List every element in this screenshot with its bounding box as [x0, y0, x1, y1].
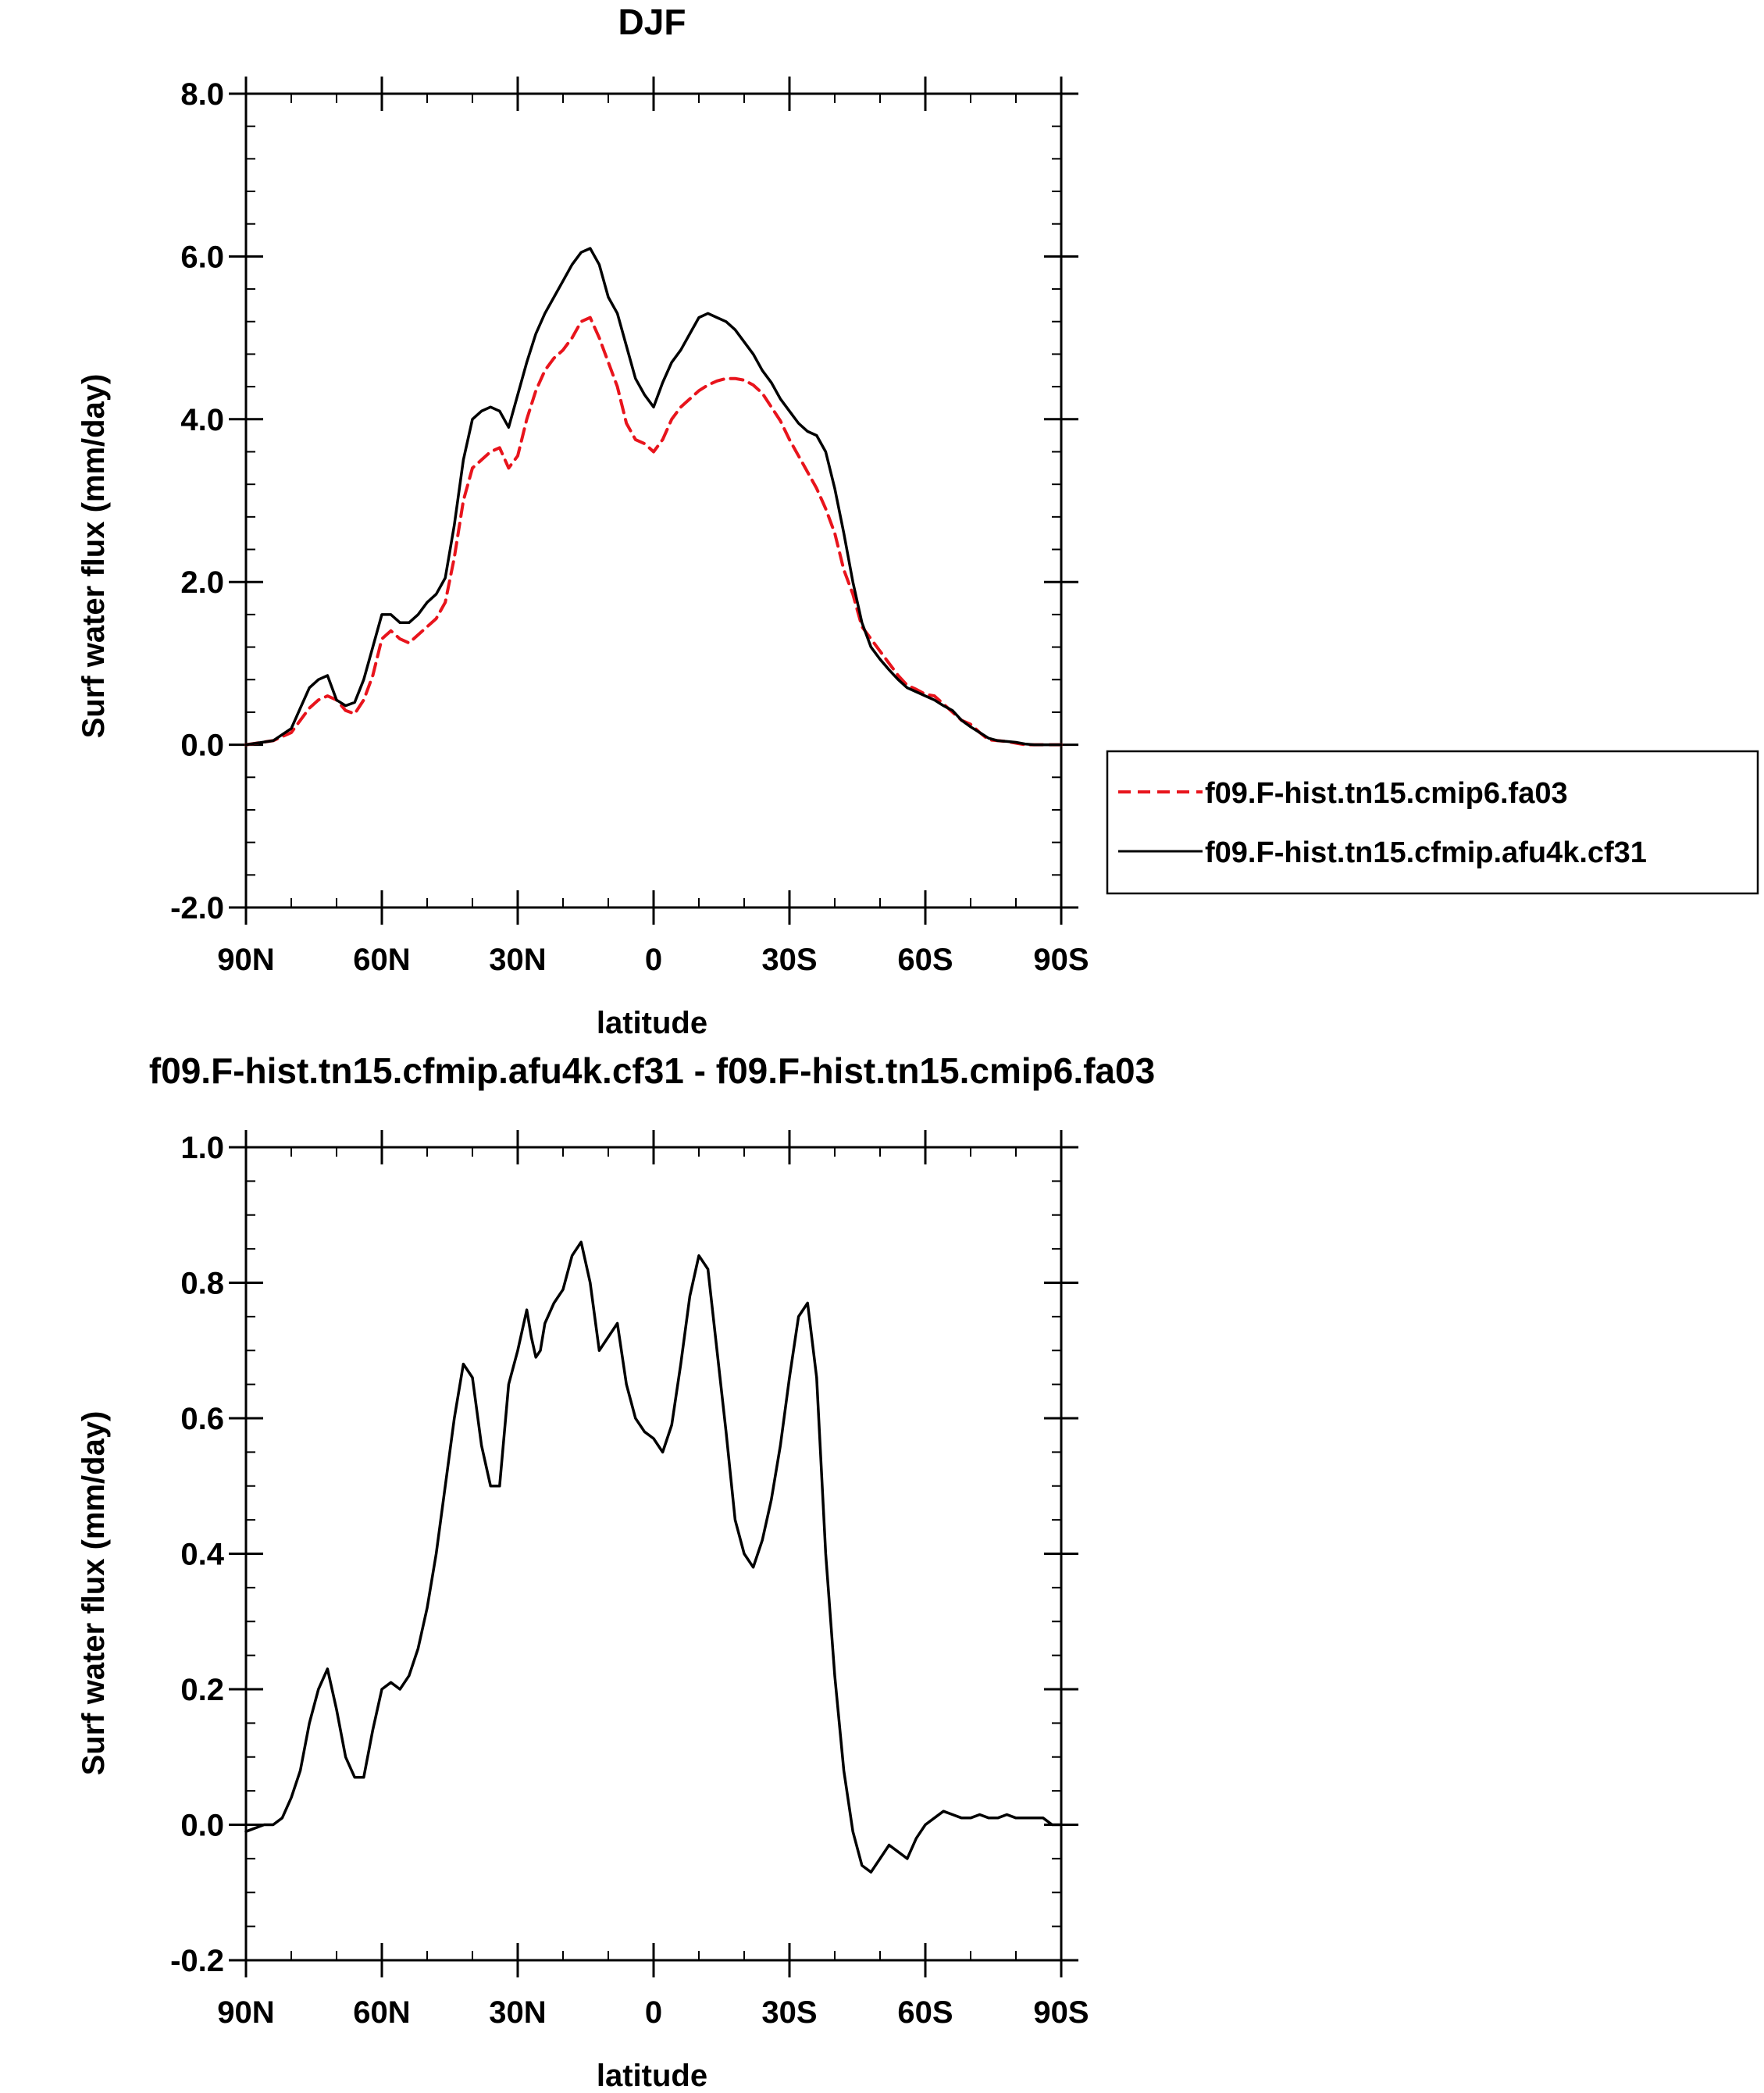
top-panel: DJF -2.0 0.0 2.0 4.0 6.0 8.0 90N 60N 30N 0 30S 60S 9…	[77, 2, 1759, 1040]
bottom-chart-title: f09.F-hist.tn15.cfmip.afu4k.cf31 - f09.F…	[149, 1050, 1155, 1091]
legend-label-cfmip: f09.F-hist.tn15.cfmip.afu4k.cf31	[1205, 836, 1647, 869]
top-x-axis-label: latitude	[597, 1006, 707, 1040]
legend-label-cmip6: f09.F-hist.tn15.cmip6.fa03	[1205, 777, 1568, 810]
top-plot-area: -2.0 0.0 2.0 4.0 6.0 8.0 90N 60N 30N 0 30S 60S 90S	[170, 77, 1089, 977]
bottom-x-tick-label: 60N	[353, 1995, 410, 2030]
bottom-x-tick-label: 30S	[761, 1995, 817, 2030]
bottom-x-tick-label: 30N	[489, 1995, 546, 2030]
bottom-y-tick-label: 0.6	[180, 1402, 224, 1436]
bottom-x-tick-label: 0	[645, 1995, 662, 2030]
bottom-x-tick-label: 60S	[897, 1995, 953, 2030]
bottom-x-axis-label: latitude	[597, 2059, 707, 2093]
bottom-y-tick-label: 0.8	[180, 1267, 224, 1301]
top-x-tick-label: 0	[645, 943, 662, 977]
top-y-axis-label: Surf water flux (mm/day)	[77, 374, 111, 739]
legend: f09.F-hist.tn15.cmip6.fa03 f09.F-hist.tn…	[1106, 750, 1759, 895]
top-x-tick-label: 30S	[761, 943, 817, 977]
bottom-y-tick-label: 1.0	[180, 1131, 224, 1165]
bottom-plot-frame	[244, 1146, 1063, 1962]
top-y-tick-label: 0.0	[180, 729, 224, 763]
bottom-x-tick-label: 90N	[217, 1995, 274, 2030]
bottom-plot-area: -0.2 0.0 0.2 0.4 0.6 0.8 1.0 90N 60N 30N 0 30S 60S 90…	[170, 1130, 1089, 2030]
bottom-y-tick-label: -0.2	[170, 1944, 224, 1978]
top-x-tick-label: 90N	[217, 943, 274, 977]
top-series-line-0	[244, 316, 1063, 747]
top-x-tick-label: 60N	[353, 943, 410, 977]
top-chart-title: DJF	[618, 2, 686, 42]
top-plot-frame	[244, 92, 1063, 909]
bottom-y-axis-label: Surf water flux (mm/day)	[77, 1411, 111, 1776]
top-y-tick-label: -2.0	[170, 891, 224, 925]
top-x-tick-label: 30N	[489, 943, 546, 977]
bottom-x-tick-label: 90S	[1033, 1995, 1089, 2030]
bottom-y-tick-label: 0.4	[180, 1538, 224, 1572]
top-x-tick-label: 60S	[897, 943, 953, 977]
top-y-tick-label: 2.0	[180, 565, 224, 600]
top-y-tick-label: 4.0	[180, 403, 224, 437]
legend-box	[1106, 750, 1759, 895]
bottom-y-tick-label: 0.0	[180, 1809, 224, 1843]
bottom-panel: f09.F-hist.tn15.cfmip.afu4k.cf31 - f09.F…	[77, 1050, 1155, 2093]
top-series-line-1	[244, 247, 1063, 747]
top-y-tick-label: 8.0	[180, 77, 224, 112]
top-y-tick-label: 6.0	[180, 240, 224, 274]
bottom-series-line-0	[244, 1240, 1063, 1874]
top-x-tick-label: 90S	[1033, 943, 1089, 977]
bottom-y-tick-label: 0.2	[180, 1673, 224, 1707]
